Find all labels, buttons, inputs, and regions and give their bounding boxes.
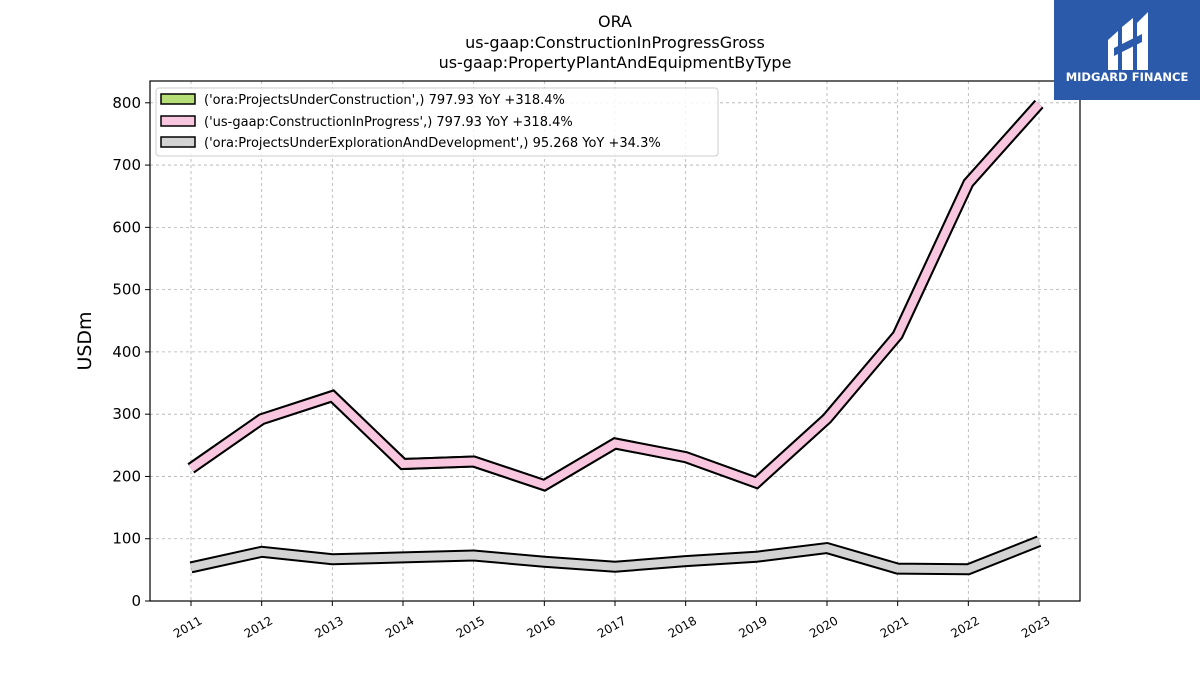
series-point <box>190 566 192 568</box>
legend-label: ('us-gaap:ConstructionInProgress',) 797.… <box>204 115 573 130</box>
logo-text: MIDGARD FINANCE <box>1066 70 1189 84</box>
legend-label: ('ora:ProjectsUnderConstruction',) 797.9… <box>204 93 565 108</box>
y-tick-label: 700 <box>112 156 141 174</box>
y-tick-label: 300 <box>112 405 141 423</box>
series-point <box>685 560 687 562</box>
series-point <box>543 561 545 563</box>
series-point <box>261 418 263 420</box>
y-tick-label: 400 <box>112 343 141 361</box>
series-point <box>897 334 899 336</box>
y-tick-label: 800 <box>112 94 141 112</box>
legend-swatch <box>160 93 196 105</box>
series-point <box>685 456 687 458</box>
legend-frame <box>155 87 719 157</box>
chart-title-line-3: us-gaap:PropertyPlantAndEquipmentByType <box>439 53 792 72</box>
legend-entry: ('ora:ProjectsUnderExplorationAndDevelop… <box>160 136 661 151</box>
series-point <box>473 461 475 463</box>
midgard-finance-logo: MIDGARD FINANCE <box>1054 0 1200 100</box>
legend-swatch <box>160 115 196 127</box>
series-point <box>402 556 404 558</box>
series-point <box>543 484 545 486</box>
legend-swatch <box>160 136 196 148</box>
y-tick-label: 200 <box>112 467 141 485</box>
legend-entry: ('us-gaap:ConstructionInProgress',) 797.… <box>160 115 573 130</box>
series-layer <box>187 100 1044 576</box>
logo-mark-icon <box>1108 12 1148 70</box>
chart-title-line-1: ORA <box>598 12 632 31</box>
chart-title: ORA us-gaap:ConstructionInProgressGross … <box>439 12 792 72</box>
legend: ('ora:ProjectsUnderConstruction',) 797.9… <box>155 87 719 157</box>
series-point <box>473 555 475 557</box>
series-point <box>967 182 969 184</box>
chart-title-line-2: us-gaap:ConstructionInProgressGross <box>465 33 765 52</box>
series-point <box>331 558 333 560</box>
y-tick-label: 0 <box>131 592 141 610</box>
series-point <box>755 556 757 558</box>
series-point <box>402 463 404 465</box>
y-tick-label: 600 <box>112 218 141 236</box>
series-point <box>614 566 616 568</box>
series-point <box>261 551 263 553</box>
series-point <box>190 467 192 469</box>
series-point <box>826 418 828 420</box>
legend-label: ('ora:ProjectsUnderExplorationAndDevelop… <box>204 136 661 151</box>
y-tick-label: 500 <box>112 281 141 299</box>
y-tick-label: 100 <box>112 530 141 548</box>
series-point <box>1038 540 1040 542</box>
y-axis-label: USDm <box>74 311 96 370</box>
series-point <box>331 395 333 397</box>
series-1 <box>187 100 1044 492</box>
series-point <box>755 482 757 484</box>
series-point <box>1038 103 1040 105</box>
series-point <box>826 547 828 549</box>
series-point <box>614 442 616 444</box>
series-point <box>897 568 899 570</box>
series-2 <box>189 535 1042 576</box>
legend-entry: ('ora:ProjectsUnderConstruction',) 797.9… <box>160 93 565 108</box>
series-point <box>967 568 969 570</box>
